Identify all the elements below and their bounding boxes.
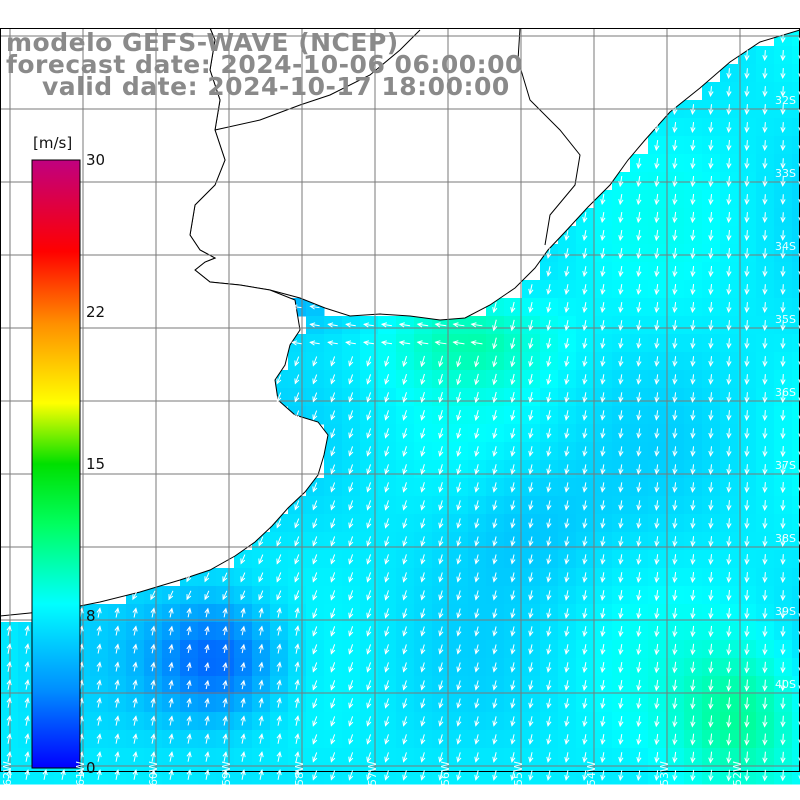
colorbar-tick: 0 [86,759,96,777]
lon-label: 56W [439,761,452,786]
lon-label: 53W [658,761,671,786]
speed-cell [792,550,800,569]
lon-label: 58W [293,761,306,786]
speed-cell [792,514,800,533]
speed-cell [792,46,800,65]
colorbar-tick: 8 [86,607,96,625]
lon-label: 55W [512,761,525,786]
speed-cell [792,64,800,83]
speed-cell [792,694,800,713]
lon-label: 61W [74,761,87,786]
speed-cell [792,442,800,461]
speed-cell [792,424,800,443]
speed-cell [792,658,800,677]
lon-label: 59W [220,761,233,786]
speed-cell [792,568,800,587]
lon-label: 60W [147,761,160,786]
lon-label: 54W [585,761,598,786]
speed-cell [792,640,800,659]
wind-speed-field [0,28,800,785]
speed-cell [792,262,800,281]
speed-cell [792,298,800,317]
lat-label: 36S [775,386,796,399]
speed-cell [792,586,800,605]
speed-cell [792,622,800,641]
colorbar-tick: 15 [86,455,106,473]
speed-cell [792,730,800,749]
speed-cell [792,190,800,209]
speed-cell [792,712,800,731]
lat-label: 39S [775,605,796,618]
speed-cell [792,676,800,695]
lat-label: 35S [775,313,796,326]
speed-cell [792,316,800,335]
speed-cell [792,244,800,263]
speed-cell [792,82,800,101]
speed-cell [792,604,800,623]
speed-cell [792,532,800,551]
speed-cell [792,388,800,407]
lon-label: 52W [731,761,744,786]
speed-cell [792,208,800,227]
speed-cell [792,172,800,191]
colorbar-tick: 22 [86,303,106,321]
lon-label: 57W [366,761,379,786]
colorbar-tick: 30 [86,151,106,169]
speed-cell [792,406,800,425]
lat-label: 34S [775,240,796,253]
speed-cell [792,352,800,371]
speed-cell [792,280,800,299]
speed-cell [792,118,800,137]
map-top-margin [0,0,800,28]
speed-cell [792,478,800,497]
speed-cell [792,136,800,155]
speed-cell [792,154,800,173]
speed-cell [792,748,800,767]
speed-cell [792,370,800,389]
lat-label: 40S [775,678,796,691]
lon-label: 62W [1,761,14,786]
valid-date: valid date: 2024-10-17 18:00:00 [42,72,510,101]
lat-label: 32S [775,94,796,107]
speed-cell [792,496,800,515]
colorbar-unit: [m/s] [33,134,73,152]
colorbar-gradient [31,159,81,769]
speed-cell [792,28,800,47]
lat-label: 38S [775,532,796,545]
speed-cell [792,460,800,479]
lat-label: 37S [775,459,796,472]
speed-cell [792,334,800,353]
speed-cell [792,766,800,785]
speed-cell [792,226,800,245]
lat-label: 33S [775,167,796,180]
